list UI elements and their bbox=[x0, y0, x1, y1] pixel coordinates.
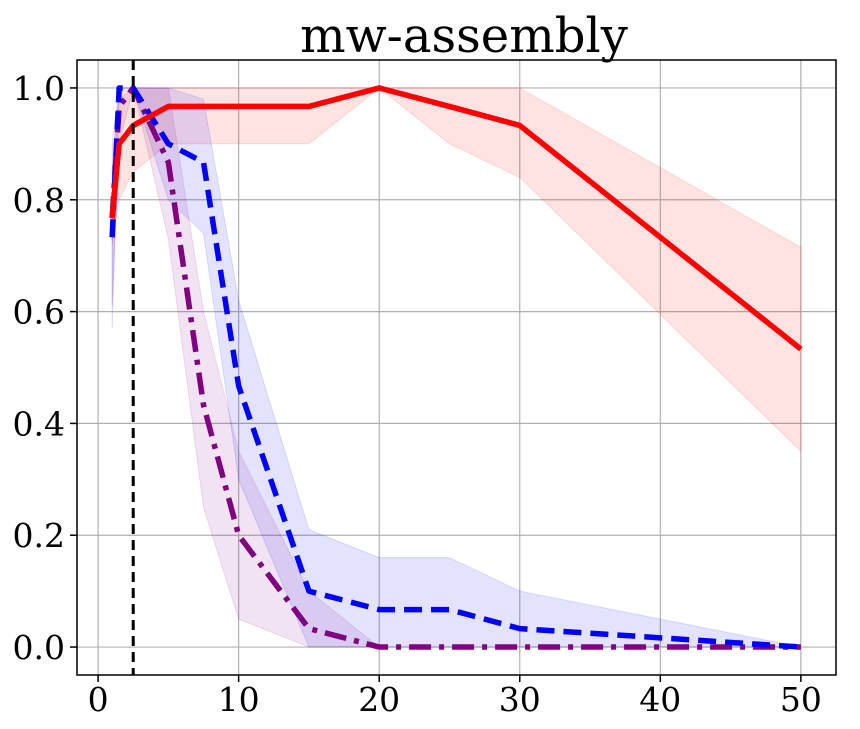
y-tick-label-3: 0.6 bbox=[13, 293, 65, 332]
series-line-2 bbox=[109, 85, 801, 650]
y-tick-label-5: 1.0 bbox=[13, 69, 65, 108]
y-tick-label-4: 0.8 bbox=[13, 181, 65, 220]
confidence-bands bbox=[111, 87, 802, 648]
x-tick-label-3: 30 bbox=[499, 680, 541, 719]
confidence-band-0 bbox=[111, 87, 802, 453]
x-tick-label-0: 0 bbox=[88, 680, 109, 719]
series-lines bbox=[109, 85, 803, 650]
chart-title: mw-assembly bbox=[300, 8, 628, 64]
x-axis-ticks: 0 10 20 30 40 50 bbox=[88, 675, 822, 719]
x-tick-label-2: 20 bbox=[358, 680, 400, 719]
series-line-1 bbox=[109, 85, 802, 650]
x-tick-label-1: 10 bbox=[218, 680, 260, 719]
grid-lines bbox=[77, 60, 836, 675]
confidence-band-2 bbox=[111, 87, 801, 648]
y-tick-label-1: 0.2 bbox=[13, 516, 65, 555]
x-tick-label-5: 50 bbox=[780, 680, 822, 719]
confidence-band-1 bbox=[111, 87, 801, 648]
y-tick-label-0: 0.0 bbox=[13, 628, 65, 667]
plot-frame bbox=[76, 59, 837, 676]
y-tick-label-2: 0.4 bbox=[13, 404, 65, 443]
x-tick-label-4: 40 bbox=[639, 680, 681, 719]
series-line-0 bbox=[109, 85, 803, 352]
y-axis-ticks: 0.0 0.2 0.4 0.6 0.8 1.0 bbox=[13, 69, 77, 667]
